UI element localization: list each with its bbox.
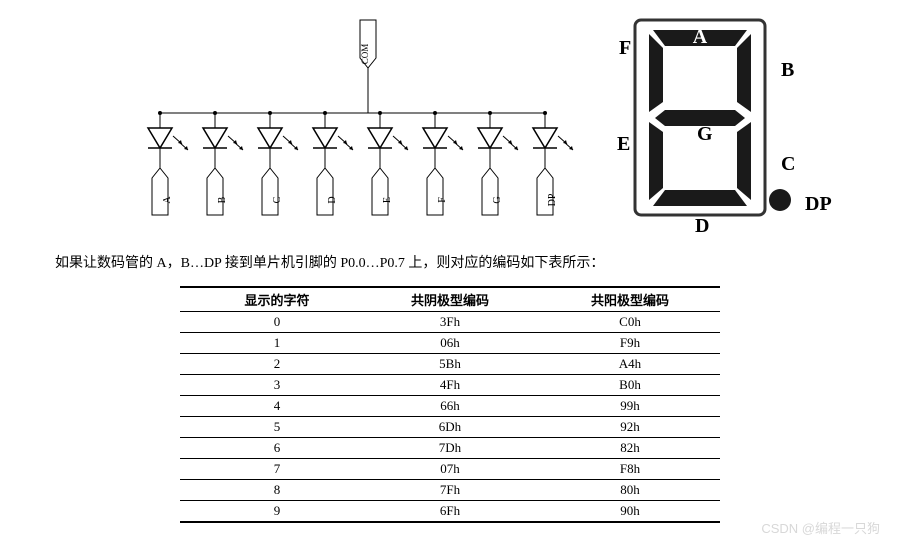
table-cell: 6Dh <box>360 417 540 438</box>
table-cell: 06h <box>360 333 540 354</box>
label-b: B <box>781 59 794 81</box>
table-cell: 7Dh <box>360 438 540 459</box>
circuit-diagram: COM A B C D E F G DP <box>140 10 590 235</box>
seg-e <box>649 122 663 200</box>
pin-label-D: D <box>327 196 338 203</box>
label-d: D <box>695 215 709 235</box>
pin-label-A: A <box>162 196 173 204</box>
label-c: C <box>781 153 795 175</box>
col-cathode: 共阴极型编码 <box>360 287 540 312</box>
table-row: 96Fh90h <box>180 501 720 523</box>
seg-c <box>737 122 751 200</box>
table-row: 87Fh80h <box>180 480 720 501</box>
led-A: A <box>148 111 188 215</box>
table-row: 106hF9h <box>180 333 720 354</box>
pin-label-B: B <box>217 196 228 203</box>
table-cell: 2 <box>180 354 360 375</box>
led-E: E <box>368 111 408 215</box>
label-a: A <box>693 26 708 48</box>
table-cell: 7Fh <box>360 480 540 501</box>
pin-label-G: G <box>492 196 503 203</box>
table-cell: 0 <box>180 312 360 333</box>
table-cell: 1 <box>180 333 360 354</box>
table-cell: 4 <box>180 396 360 417</box>
table-row: 34FhB0h <box>180 375 720 396</box>
seg-d <box>653 190 747 206</box>
table-row: 56Dh92h <box>180 417 720 438</box>
table-cell: 07h <box>360 459 540 480</box>
table-cell: 80h <box>540 480 720 501</box>
table-cell: 9 <box>180 501 360 523</box>
col-char: 显示的字符 <box>180 287 360 312</box>
led-C: C <box>258 111 298 215</box>
table-cell: 66h <box>360 396 540 417</box>
table-cell: C0h <box>540 312 720 333</box>
label-e: E <box>617 133 630 155</box>
table-row: 707hF8h <box>180 459 720 480</box>
table-cell: 7 <box>180 459 360 480</box>
table-row: 03FhC0h <box>180 312 720 333</box>
table-cell: F8h <box>540 459 720 480</box>
table-cell: 3Fh <box>360 312 540 333</box>
table-row: 466h99h <box>180 396 720 417</box>
table-cell: 90h <box>540 501 720 523</box>
label-f: F <box>619 37 631 59</box>
table-cell: 99h <box>540 396 720 417</box>
table-cell: F9h <box>540 333 720 354</box>
table-cell: 6 <box>180 438 360 459</box>
table-cell: 8 <box>180 480 360 501</box>
table-header-row: 显示的字符 共阴极型编码 共阳极型编码 <box>180 287 720 312</box>
seg-dp <box>769 189 791 211</box>
led-G: G <box>478 111 518 215</box>
page-root: COM A B C D E F G DP A B C D E F <box>0 0 900 545</box>
label-dp: DP <box>805 193 832 215</box>
table-cell: 5 <box>180 417 360 438</box>
table-cell: 5Bh <box>360 354 540 375</box>
seg-b <box>737 34 751 112</box>
pin-label-C: C <box>272 196 283 203</box>
pin-label-F: F <box>437 197 448 203</box>
led-D: D <box>313 111 353 215</box>
label-g: G <box>697 123 713 145</box>
led-F: F <box>423 111 463 215</box>
description-text: 如果让数码管的 A，B…DP 接到单片机引脚的 P0.0…P0.7 上，则对应的… <box>55 252 855 272</box>
led-DP: DP <box>533 111 573 215</box>
seg-f <box>649 34 663 112</box>
table-cell: B0h <box>540 375 720 396</box>
svg-text:COM: COM <box>360 44 370 65</box>
col-anode: 共阳极型编码 <box>540 287 720 312</box>
table-cell: 3 <box>180 375 360 396</box>
pin-label-DP: DP <box>547 193 558 206</box>
watermark: CSDN @编程一只狗 <box>761 518 880 537</box>
led-B: B <box>203 111 243 215</box>
pin-label-E: E <box>382 197 393 203</box>
seven-seg-display: A B C D E F G DP <box>605 10 865 235</box>
table-row: 25BhA4h <box>180 354 720 375</box>
table-row: 67Dh82h <box>180 438 720 459</box>
table-cell: A4h <box>540 354 720 375</box>
encoding-table: 显示的字符 共阴极型编码 共阳极型编码 03FhC0h106hF9h25BhA4… <box>180 286 720 523</box>
table-cell: 6Fh <box>360 501 540 523</box>
table-cell: 92h <box>540 417 720 438</box>
table-cell: 82h <box>540 438 720 459</box>
table-cell: 4Fh <box>360 375 540 396</box>
